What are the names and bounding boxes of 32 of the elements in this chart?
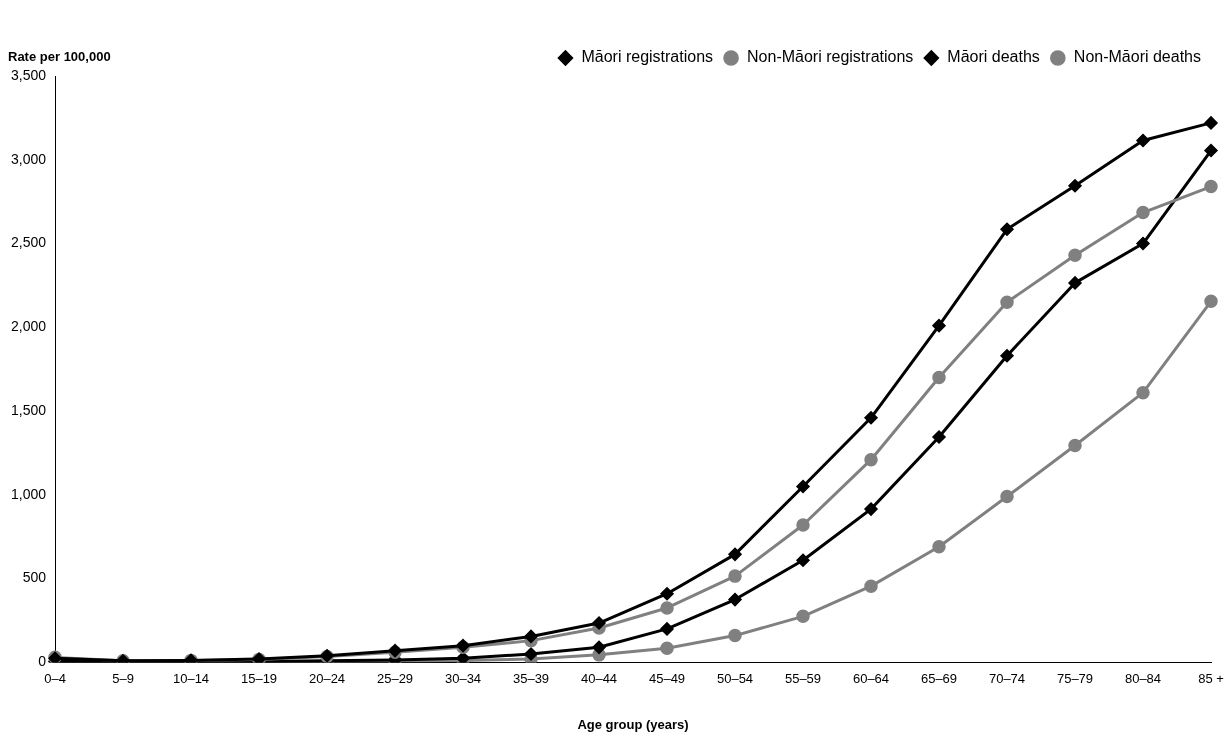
x-tick-label: 0–4: [44, 670, 66, 686]
x-tick-label: 35–39: [512, 670, 550, 686]
y-axis-title: Rate per 100,000: [8, 49, 111, 65]
y-tick-label: 0: [38, 653, 47, 670]
x-tick-label: 45–49: [648, 670, 686, 686]
x-tick-label: 40–44: [580, 670, 618, 686]
x-tick-label: 50–54: [716, 670, 754, 686]
y-tick-label: 2,500: [10, 234, 47, 251]
y-tick-label: 500: [22, 569, 47, 586]
y-tick-label: 2,000: [10, 318, 47, 335]
y-tick-label: 3,500: [10, 66, 47, 83]
y-tick-label: 1,500: [10, 401, 47, 418]
x-tick-label: 5–9: [112, 670, 134, 686]
legend-label: Non-Māori deaths: [1073, 48, 1201, 66]
x-tick-label: 55–59: [784, 670, 822, 686]
y-tick-label: 1,000: [10, 485, 47, 502]
x-tick-label: 75–79: [1056, 670, 1094, 686]
legend-label: Māori deaths: [947, 48, 1040, 66]
x-tick-label: 60–64: [852, 670, 890, 686]
x-tick-label: 25–29: [376, 670, 414, 686]
y-tick-label: 3,000: [10, 150, 47, 167]
legend-label: Non-Māori registrations: [747, 48, 914, 66]
x-tick-label: 30–34: [444, 670, 482, 686]
x-axis-title: Age group (years): [577, 717, 689, 733]
x-tick-label: 70–74: [988, 670, 1026, 686]
x-tick-label: 85 +: [1198, 670, 1224, 686]
x-tick-label: 15–19: [240, 670, 278, 686]
x-tick-label: 10–14: [172, 670, 210, 686]
legend-label: Māori registrations: [581, 48, 714, 66]
x-tick-label: 80–84: [1124, 670, 1162, 686]
x-tick-label: 65–69: [920, 670, 958, 686]
x-tick-label: 20–24: [308, 670, 346, 686]
